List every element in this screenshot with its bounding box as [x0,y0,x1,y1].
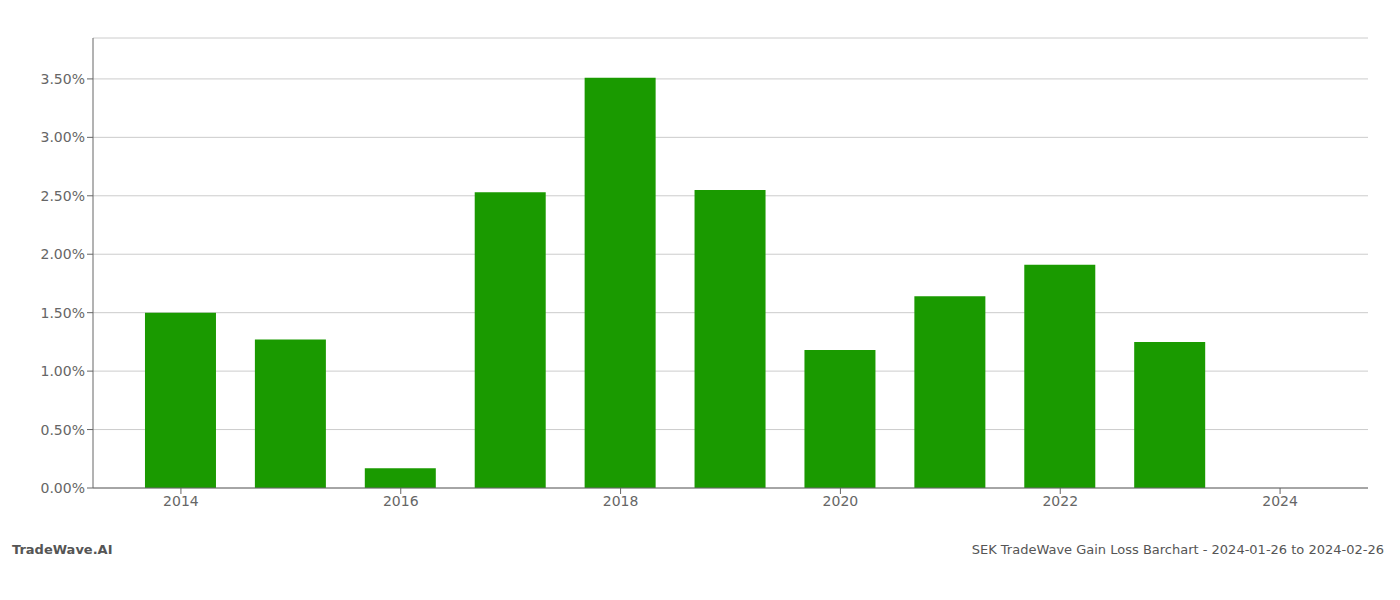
svg-text:0.50%: 0.50% [41,422,85,438]
svg-text:2014: 2014 [163,493,199,509]
svg-text:1.50%: 1.50% [41,305,85,321]
svg-text:2016: 2016 [383,493,419,509]
html-text:TradeWave.AI: TradeWave.AI [12,542,113,557]
svg-text:2.50%: 2.50% [41,188,85,204]
svg-text:2018: 2018 [603,493,639,509]
svg-text:2024: 2024 [1262,493,1298,509]
svg-text:2020: 2020 [823,493,859,509]
svg-text:3.00%: 3.00% [41,129,85,145]
svg-text:1.00%: 1.00% [41,363,85,379]
svg-text:3.50%: 3.50% [41,71,85,87]
html-text:SEK TradeWave Gain Loss Barcha: SEK TradeWave Gain Loss Barchart - 2024-… [971,542,1384,557]
svg-text:0.00%: 0.00% [41,480,85,496]
svg-text:2022: 2022 [1042,493,1078,509]
svg-text:2.00%: 2.00% [41,246,85,262]
